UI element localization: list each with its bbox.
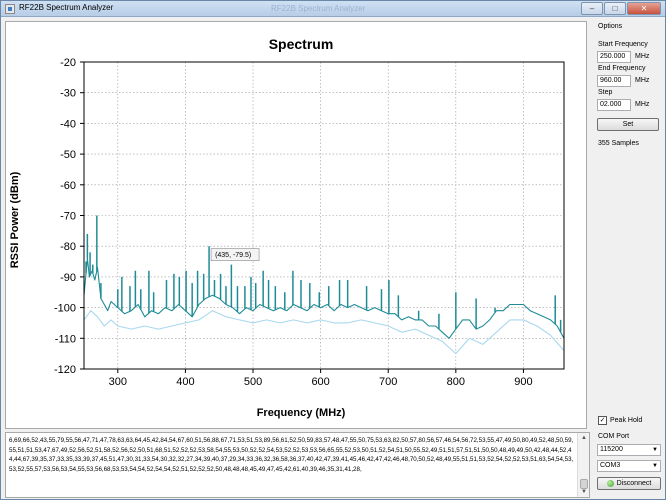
x-axis-ticks: 300 400 500 600 700 800 900 [109,369,533,388]
y-tick-label: -60 [60,180,76,192]
end-frequency-unit: MHz [635,77,650,84]
peak-hold-checkbox[interactable]: ✓ [598,416,607,425]
data-tooltip: (435, -79.5) [210,248,260,261]
x-tick-label: 700 [379,376,397,388]
spectrum-chart: Spectrum -20 -30 -40 -50 -60 -70 -80 -90 -100 -11… [6,22,586,428]
spectrum-chart-panel: Spectrum -20 -30 -40 -50 -60 -70 -80 -90 -100 -11… [5,21,587,429]
y-tick-label: -120 [54,364,76,376]
app-icon [5,4,15,14]
peaks-layer [85,215,562,333]
step-label: Step [598,89,613,96]
serial-log-text: 6,69,66,52,43,55,79,55,56,47,71,47,78,63… [9,437,574,473]
start-frequency-unit: MHz [635,53,650,60]
chart-background [6,22,586,428]
window-controls: – □ ✕ [581,2,661,15]
maximize-icon[interactable]: □ [604,2,626,15]
close-icon[interactable]: ✕ [627,2,661,15]
y-tick-label: -80 [60,241,76,253]
com-port-label: COM Port [598,433,630,440]
window-title-faint: RF22B Spectrum Analyzer [271,4,366,13]
set-button[interactable]: Set [597,118,659,131]
x-tick-label: 800 [447,376,465,388]
disconnect-button[interactable]: Disconnect [597,477,661,490]
y-tick-label: -40 [60,118,76,130]
tooltip-box [210,248,260,261]
y-tick-label: -30 [60,88,76,100]
series-line [83,310,565,355]
connection-status-icon [606,479,614,487]
options-heading: Options [598,23,623,30]
end-frequency-label: End Frequency [598,65,646,72]
start-frequency-input[interactable]: 250.000 [597,51,631,63]
x-tick-label: 600 [311,376,329,388]
step-input[interactable]: 02.000 [597,99,631,111]
chart-title: Spectrum [269,36,334,52]
end-frequency-input[interactable]: 960.00 [597,75,631,87]
com-port-select[interactable]: COM3 ▼ [597,460,661,472]
step-unit: MHz [635,101,650,108]
samples-count: 355 Samples [598,140,639,147]
scroll-thumb[interactable] [580,479,588,489]
tooltip-text: (435, -79.5) [215,252,251,259]
x-axis-label: Frequency (MHz) [257,407,346,419]
baud-rate-value: 115200 [600,446,623,453]
plot-area[interactable] [83,61,565,370]
baud-rate-select[interactable]: 115200 ▼ [597,444,661,456]
x-tick-label: 900 [514,376,532,388]
x-tick-label: 400 [176,376,194,388]
x-tick-label: 500 [244,376,262,388]
check-icon: ✓ [599,417,606,424]
y-axis-label: RSSI Power (dBm) [9,171,21,268]
y-tick-label: -20 [60,57,76,69]
y-tick-label: -50 [60,149,76,161]
peak-hold-label: Peak Hold [610,417,643,424]
x-tick-label: 300 [109,376,127,388]
serial-log[interactable]: 6,69,66,52,43,55,79,55,56,47,71,47,78,63… [5,432,590,498]
chevron-down-icon: ▼ [652,463,658,469]
y-tick-label: -90 [60,272,76,284]
log-scrollbar[interactable]: ▲ ▼ [577,433,589,497]
scroll-up-icon[interactable]: ▲ [581,435,587,441]
start-frequency-label: Start Frequency [598,41,648,48]
com-port-value: COM3 [600,462,621,469]
minimize-icon[interactable]: – [581,2,603,15]
window-title: RF22B Spectrum Analyzer [19,3,114,12]
y-axis-ticks: -20 -30 -40 -50 -60 -70 -80 -90 -100 -110 -120 [54,57,84,376]
chevron-down-icon: ▼ [652,447,658,453]
y-tick-label: -110 [55,333,76,345]
y-tick-label: -70 [60,211,76,223]
scroll-down-icon[interactable]: ▼ [581,489,587,495]
title-bar: RF22B Spectrum Analyzer RF22B Spectrum A… [1,1,665,17]
disconnect-label: Disconnect [616,480,652,487]
y-tick-label: -100 [54,303,76,315]
